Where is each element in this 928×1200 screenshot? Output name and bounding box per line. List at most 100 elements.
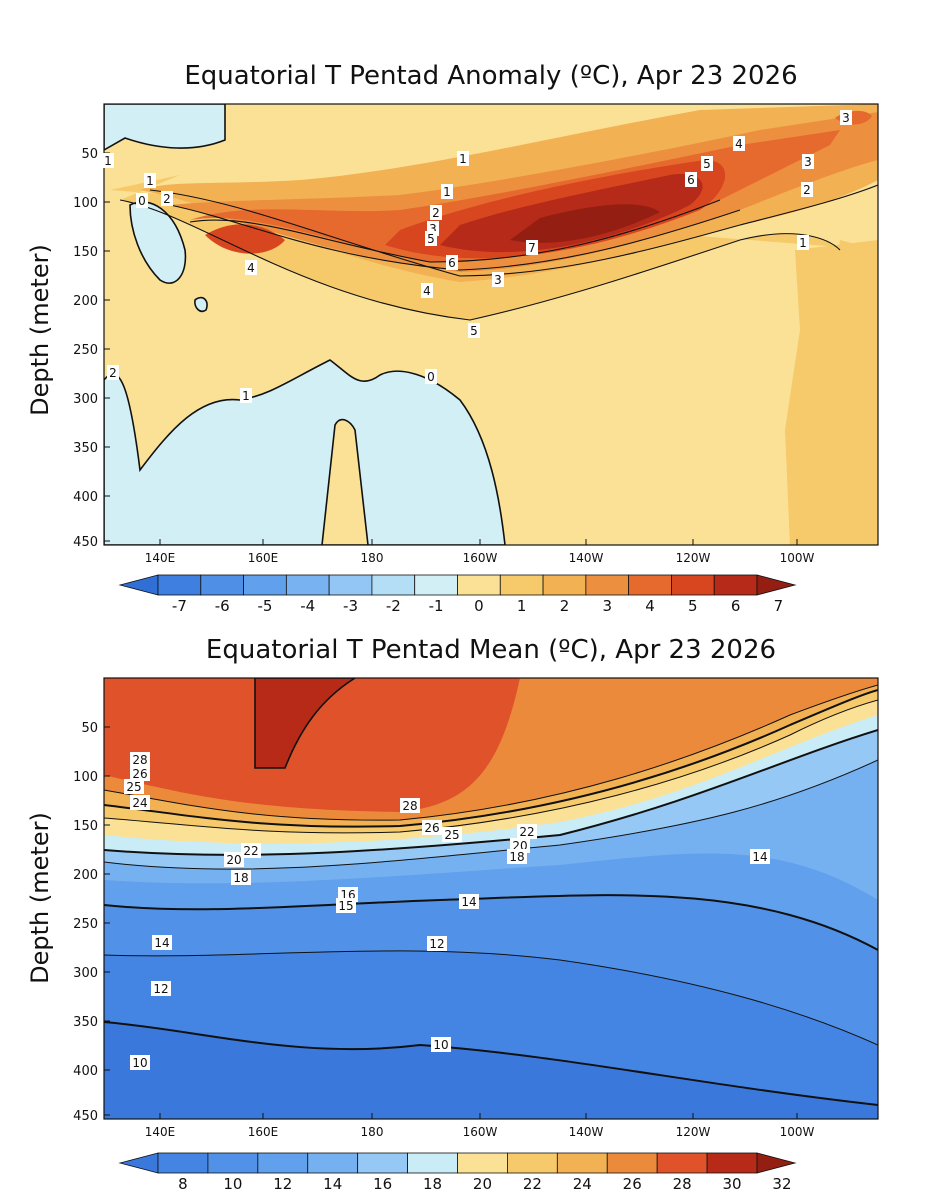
contour-label: 26: [422, 820, 442, 835]
svg-text:2: 2: [163, 192, 171, 206]
colorbar-swatch: [307, 1152, 359, 1174]
contour-label: 0: [425, 369, 437, 384]
colorbar-tick-label: 8: [178, 1175, 188, 1193]
colorbar-swatch: [556, 1152, 608, 1174]
colorbar-tick-label: 28: [673, 1175, 692, 1193]
anomaly-field: [104, 104, 878, 545]
svg-text:15: 15: [338, 899, 353, 913]
contour-label: 14: [459, 894, 479, 909]
colorbar-tick-label: 10: [223, 1175, 242, 1193]
colorbar-swatch: [357, 1152, 408, 1174]
y-tick-label: 50: [81, 147, 98, 162]
contour-label: 18: [507, 849, 527, 864]
contour-label: 3: [840, 110, 852, 125]
svg-text:5: 5: [703, 157, 711, 171]
colorbar-max-arrow: [756, 574, 797, 596]
x-tick-label: 180: [361, 1125, 384, 1139]
svg-text:1: 1: [242, 389, 250, 403]
contour-label: 28: [400, 798, 420, 813]
contour-label: 28: [130, 752, 150, 767]
x-tick-label: 140W: [569, 551, 604, 565]
contour-label: 3: [492, 272, 504, 287]
svg-text:1: 1: [104, 154, 112, 168]
contour-label: 18: [231, 870, 251, 885]
anomaly-band-7: [510, 204, 660, 243]
svg-text:22: 22: [243, 844, 258, 858]
contour-label: 5: [425, 231, 437, 246]
contour-label: 6: [446, 255, 458, 270]
colorbar-tick-label: 30: [722, 1175, 741, 1193]
colorbar-swatch: [414, 574, 458, 596]
y-tick-label: 450: [73, 535, 98, 550]
contour-label: 6: [685, 172, 697, 187]
x-tick-label: 120W: [676, 551, 711, 565]
contour-label: 0: [136, 193, 148, 208]
anomaly-colorbar: -7 -6 -5 -4 -3 -2 -1 0 1 2 3 4 5 6 7: [118, 574, 797, 615]
svg-text:5: 5: [470, 324, 478, 338]
svg-text:2: 2: [109, 366, 117, 380]
colorbar-tick-label: -4: [300, 597, 315, 615]
contour-label: 4: [245, 260, 257, 275]
svg-text:25: 25: [126, 780, 141, 794]
colorbar-swatch: [457, 574, 501, 596]
colorbar-tick-label: 4: [645, 597, 655, 615]
contour-label: 1: [441, 184, 453, 199]
y-tick-label: 350: [73, 1015, 98, 1030]
contour-label: 24: [130, 795, 150, 810]
colorbar-swatch: [542, 574, 587, 596]
colorbar-swatch: [713, 574, 758, 596]
colorbar-swatch: [157, 1152, 209, 1174]
y-tick-label: 150: [73, 819, 98, 834]
x-tick-label: 160W: [463, 1125, 498, 1139]
colorbar-swatch: [656, 1152, 708, 1174]
svg-text:10: 10: [433, 1038, 448, 1052]
svg-text:0: 0: [138, 194, 146, 208]
contour-label: 2: [161, 191, 173, 206]
y-tick-label: 50: [81, 721, 98, 736]
y-tick-label: 300: [73, 966, 98, 981]
contour-label: 10: [130, 1055, 150, 1070]
y-tick-label: 450: [73, 1109, 98, 1124]
svg-text:2: 2: [803, 183, 811, 197]
contour-label: 3: [802, 154, 814, 169]
contour-label: 20: [224, 852, 244, 867]
x-tick-label: 180: [361, 551, 384, 565]
svg-text:25: 25: [444, 828, 459, 842]
svg-text:1: 1: [146, 174, 154, 188]
svg-text:12: 12: [429, 937, 444, 951]
svg-text:14: 14: [752, 850, 767, 864]
y-tick-label: 250: [73, 343, 98, 358]
contour-label: 4: [421, 283, 433, 298]
svg-text:3: 3: [804, 155, 812, 169]
colorbar-tick-label: -2: [386, 597, 401, 615]
colorbar-swatch: [407, 1152, 458, 1174]
colorbar-swatch: [585, 574, 630, 596]
mean-colorbar: 8 10 12 14 16 18 20 22 24 26 28 30 32: [118, 1152, 797, 1193]
contour-label: 12: [427, 936, 447, 951]
contour-label: 7: [526, 240, 538, 255]
y-tick-label: 100: [73, 770, 98, 785]
svg-text:28: 28: [132, 753, 147, 767]
anomaly-neg-ul: [104, 104, 226, 151]
colorbar-swatch: [457, 1152, 508, 1174]
contour-label: 10: [431, 1037, 451, 1052]
contour-label: 2: [430, 205, 442, 220]
contour-label: 26: [130, 766, 150, 781]
y-tick-label: 400: [73, 1064, 98, 1079]
colorbar-tick-label: 7: [774, 597, 784, 615]
colorbar-swatch: [243, 574, 287, 596]
colorbar-swatch: [671, 574, 715, 596]
svg-text:28: 28: [402, 799, 417, 813]
colorbar-tick-label: 18: [423, 1175, 442, 1193]
contour-label: 1: [240, 388, 252, 403]
mean-field: [104, 678, 878, 1119]
colorbar-tick-label: 6: [731, 597, 741, 615]
contour-label: 2: [107, 365, 119, 380]
anomaly-title: Equatorial T Pentad Anomaly (ºC), Apr 23…: [184, 61, 797, 91]
svg-text:10: 10: [132, 1056, 147, 1070]
svg-text:6: 6: [687, 173, 695, 187]
x-tick-label: 100W: [780, 551, 815, 565]
